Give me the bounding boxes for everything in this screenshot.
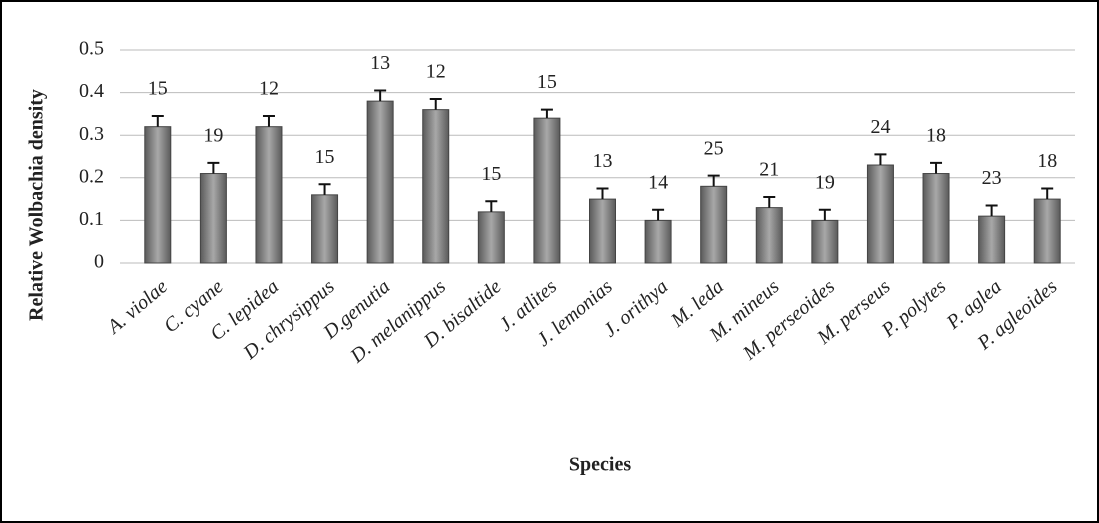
bar bbox=[478, 212, 504, 263]
bar bbox=[534, 118, 560, 263]
error-bar bbox=[263, 116, 275, 127]
y-tick-label: 0.1 bbox=[79, 208, 104, 230]
bar bbox=[145, 127, 171, 263]
bar bbox=[701, 186, 727, 263]
bar bbox=[1034, 199, 1060, 263]
error-bar bbox=[430, 99, 442, 110]
sample-size-label: 19 bbox=[203, 124, 223, 146]
y-tick-label: 0 bbox=[94, 251, 104, 273]
error-bar bbox=[708, 176, 720, 187]
bar bbox=[979, 216, 1005, 263]
sample-size-label: 13 bbox=[593, 150, 613, 172]
sample-size-label: 21 bbox=[759, 159, 779, 181]
sample-size-label: 25 bbox=[704, 137, 724, 159]
bar bbox=[812, 220, 838, 263]
y-tick-label: 0.2 bbox=[79, 165, 104, 187]
error-bar bbox=[374, 90, 386, 101]
sample-size-label: 13 bbox=[370, 52, 390, 74]
bar bbox=[256, 127, 282, 263]
bar bbox=[423, 110, 449, 263]
sample-size-label: 12 bbox=[426, 61, 446, 83]
error-bar bbox=[207, 163, 219, 174]
sample-size-label: 14 bbox=[648, 171, 668, 193]
error-bar bbox=[152, 116, 164, 127]
x-tick-label: A. violae bbox=[102, 275, 172, 339]
y-tick-label: 0.5 bbox=[79, 38, 104, 60]
error-bar bbox=[485, 201, 497, 212]
bar bbox=[756, 208, 782, 263]
bar bbox=[367, 101, 393, 263]
x-axis-label: Species bbox=[569, 454, 631, 476]
sample-size-label: 19 bbox=[815, 171, 835, 193]
error-bar bbox=[819, 210, 831, 221]
bar bbox=[200, 174, 226, 263]
sample-size-label: 15 bbox=[148, 78, 168, 100]
sample-size-label: 24 bbox=[870, 116, 890, 138]
error-bar bbox=[930, 163, 942, 174]
sample-size-label: 12 bbox=[259, 78, 279, 100]
bar bbox=[645, 220, 671, 263]
chart: Species Relative Wolbachia density 0 0.1 0… bbox=[0, 0, 1099, 523]
bar bbox=[923, 174, 949, 263]
sample-size-label: 18 bbox=[926, 124, 946, 146]
x-tick-label: D. melanippus bbox=[346, 275, 450, 368]
bar bbox=[312, 195, 338, 263]
y-axis-label: Relative Wolbachia density bbox=[26, 89, 48, 321]
error-bar bbox=[763, 197, 775, 208]
bar bbox=[867, 165, 893, 263]
sample-size-label: 15 bbox=[315, 146, 335, 168]
error-bar bbox=[597, 188, 609, 199]
sample-size-label: 18 bbox=[1037, 150, 1057, 172]
sample-size-label: 15 bbox=[537, 71, 557, 93]
error-bar bbox=[319, 184, 331, 195]
error-bar bbox=[652, 210, 664, 221]
error-bar bbox=[541, 110, 553, 119]
error-bar bbox=[874, 154, 886, 165]
error-bar bbox=[1041, 188, 1053, 199]
sample-size-label: 15 bbox=[481, 163, 501, 185]
bar bbox=[590, 199, 616, 263]
y-tick-label: 0.4 bbox=[79, 80, 104, 102]
error-bar bbox=[986, 205, 998, 216]
sample-size-label: 23 bbox=[982, 167, 1002, 189]
y-tick-label: 0.3 bbox=[79, 123, 104, 145]
